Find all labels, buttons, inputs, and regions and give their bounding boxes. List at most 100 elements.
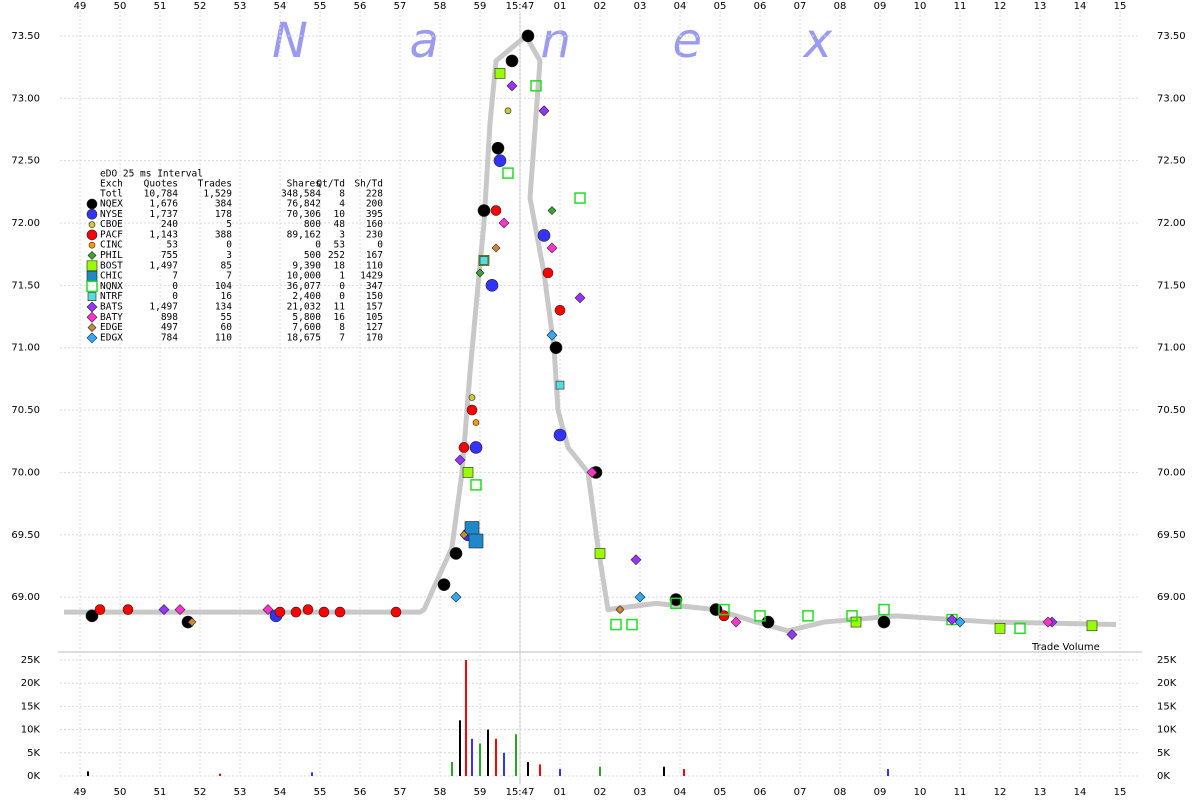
trade-point <box>122 604 134 615</box>
x-tick-label: 53 <box>234 787 247 798</box>
y-tick-label: 69.50 <box>1157 530 1186 541</box>
y-tick-label: 69.00 <box>11 592 40 603</box>
legend-name: BATS <box>100 302 123 313</box>
x-tick-label: 49 <box>74 1 87 12</box>
stats-header: Shares <box>287 179 321 190</box>
stats-cell: 160 <box>366 219 383 230</box>
stats-header: Quotes <box>144 179 178 190</box>
stats-cell: 4 <box>339 199 345 210</box>
volume-bar <box>683 769 685 776</box>
stats-cell: 8 <box>339 189 345 200</box>
trade-point <box>334 606 346 618</box>
volume-bar <box>459 720 461 776</box>
legend-name: BATY <box>100 312 123 323</box>
x-tick-label: 06 <box>754 1 767 12</box>
trade-point <box>470 479 482 491</box>
stats-cell: 755 <box>161 250 178 261</box>
x-tick-label: 58 <box>434 787 447 798</box>
stats-cell: 21,032 <box>287 302 321 313</box>
trade-point <box>187 617 197 627</box>
y-tick-label: 73.50 <box>11 31 40 42</box>
stats-cell: 170 <box>366 332 383 343</box>
stats-cell: 105 <box>366 312 383 323</box>
stats-cell: 784 <box>161 332 178 343</box>
legend-marker <box>86 270 98 282</box>
x-tick-label: 57 <box>394 1 407 12</box>
stats-cell: 110 <box>366 260 383 271</box>
trade-point <box>506 80 518 92</box>
trade-point <box>786 629 798 640</box>
stats-cell: 0 <box>339 291 345 302</box>
trade-point <box>491 243 501 253</box>
trade-point <box>493 154 507 167</box>
x-tick-label: 56 <box>354 787 367 798</box>
trade-point <box>85 609 99 623</box>
volume-bar <box>465 660 467 776</box>
legend-marker <box>86 332 98 344</box>
trade-point <box>626 618 638 631</box>
x-tick-label: 52 <box>194 1 207 12</box>
trade-point <box>469 441 483 454</box>
trade-point <box>554 304 566 316</box>
trade-point <box>878 603 890 616</box>
x-tick-label: 55 <box>314 787 327 798</box>
x-tick-label: 03 <box>634 1 647 12</box>
volume-tick-label: 10K <box>1157 725 1177 736</box>
volume-tick-label: 15K <box>21 701 41 712</box>
stats-cell: 9,390 <box>292 260 321 271</box>
trade-point <box>174 604 186 616</box>
trade-point <box>158 604 170 616</box>
trade-point <box>761 615 775 629</box>
stats-cell: 178 <box>215 209 232 220</box>
stats-cell: 150 <box>366 291 383 302</box>
trade-point <box>574 192 586 204</box>
trade-point <box>1086 620 1098 632</box>
trade-point <box>610 618 622 631</box>
x-tick-label: 13 <box>1034 787 1047 798</box>
stats-header: Sh/Td <box>354 179 383 190</box>
stats-cell: 0 <box>226 240 232 251</box>
volume-bar <box>471 738 473 776</box>
volume-bar <box>503 752 505 776</box>
volume-tick-label: 25K <box>21 655 41 666</box>
trade-point <box>458 442 470 453</box>
stats-cell: 1,143 <box>149 229 178 240</box>
stats-header: Trades <box>198 179 232 190</box>
volume-tick-label: 0K <box>27 771 40 782</box>
trade-point <box>730 616 742 628</box>
y-tick-label: 70.00 <box>1157 467 1186 478</box>
x-tick-label: 08 <box>834 787 847 798</box>
volume-bar <box>479 743 481 776</box>
volume-tick-label: 25K <box>1157 655 1177 666</box>
stats-cell: 0 <box>377 240 383 251</box>
stats-cell: 8 <box>339 322 345 333</box>
legend-name: CINC <box>100 240 123 251</box>
trade-point <box>542 267 554 279</box>
legend-marker <box>86 209 98 220</box>
trade-point <box>546 242 558 254</box>
legend-name: CHIC <box>100 271 123 282</box>
x-tick-label: 09 <box>874 787 887 798</box>
stats-header: Qt/Td <box>316 179 345 190</box>
y-tick-label: 72.00 <box>1157 218 1186 229</box>
stats-cell: 89,162 <box>287 229 321 240</box>
stats-cell: 7 <box>226 271 232 282</box>
stats-cell: 53 <box>334 240 345 251</box>
y-tick-label: 71.50 <box>11 280 40 291</box>
trade-point <box>549 341 563 355</box>
legend-marker <box>87 292 97 302</box>
x-tick-label: 58 <box>434 1 447 12</box>
x-tick-label: 12 <box>994 1 1007 12</box>
stats-cell: 0 <box>339 281 345 292</box>
trade-point <box>491 141 505 155</box>
trade-point <box>846 610 858 622</box>
stats-cell: 18 <box>334 260 346 271</box>
x-tick-label: 12 <box>994 787 1007 798</box>
stats-cell: 55 <box>221 312 232 323</box>
stats-cell: 76,842 <box>287 199 321 210</box>
trade-point <box>954 616 966 628</box>
volume-tick-label: 20K <box>1157 678 1177 689</box>
legend-name: BOST <box>100 260 123 271</box>
stats-cell: 384 <box>215 199 232 210</box>
stats-cell: 104 <box>215 281 232 292</box>
